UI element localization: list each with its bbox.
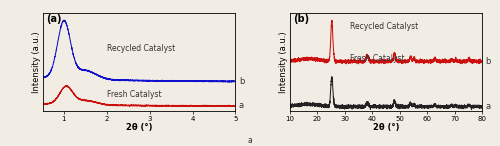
Text: Fresh Catalyst: Fresh Catalyst [107,89,162,99]
Text: b: b [239,77,244,86]
Text: (a): (a) [46,14,62,24]
Text: (b): (b) [294,14,310,24]
Text: Recycled Catalyst: Recycled Catalyst [107,44,175,53]
Text: a: a [239,101,244,110]
X-axis label: 2θ (°): 2θ (°) [126,123,152,132]
Text: a: a [247,136,252,145]
Text: Fresh Catalyst: Fresh Catalyst [350,54,405,63]
Y-axis label: Intensity (a.u.): Intensity (a.u.) [279,31,288,93]
Text: b: b [486,57,490,66]
X-axis label: 2θ (°): 2θ (°) [373,123,400,132]
Text: Recycled Catalyst: Recycled Catalyst [350,22,418,31]
Y-axis label: Intensity (a.u.): Intensity (a.u.) [32,31,41,93]
Text: a: a [486,102,490,111]
